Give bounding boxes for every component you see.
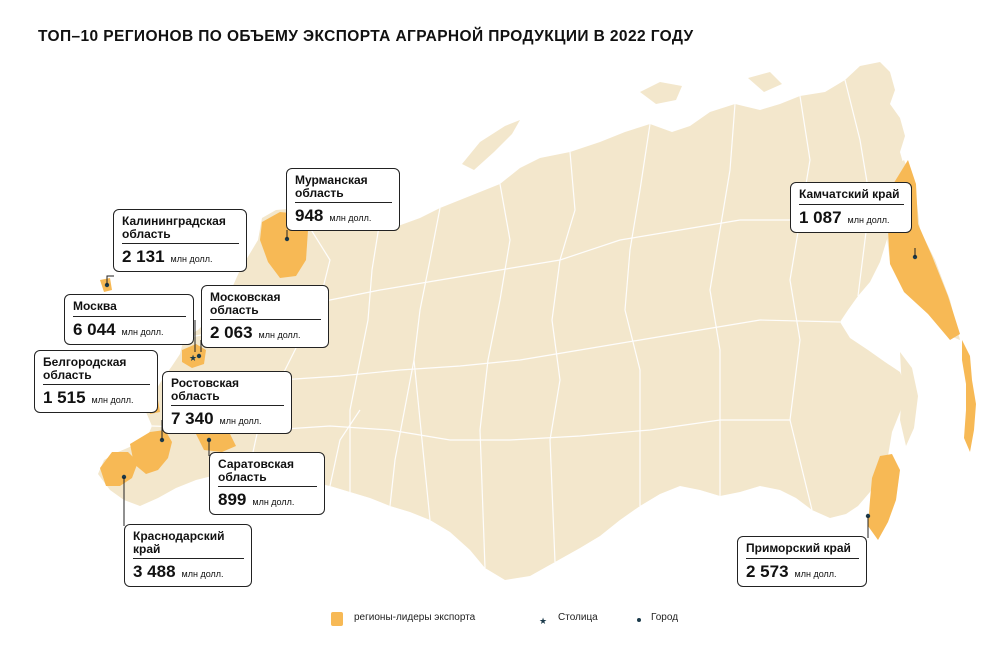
map-markers: ★ [104,236,918,519]
region-name: Московская область [210,291,321,320]
region-name: Калининградская область [122,215,239,244]
region-name: Москва [73,300,186,317]
region-card-moscow-oblast: Московская область 2 063 млн долл. [201,285,329,348]
legend-leaders-swatch [331,612,343,626]
region-unit: млн долл. [329,213,372,223]
region-unit: млн долл. [258,330,301,340]
region-value: 899 [218,490,247,509]
region-name: Мурманская область [295,174,392,203]
region-value: 7 340 [171,409,214,428]
novaya-zemlya [462,120,520,170]
region-unit: млн долл. [181,569,224,579]
region-name: Белгородская область [43,356,150,385]
region-name: Краснодарский край [133,530,244,559]
legend-city-label: Город [651,612,679,623]
region-card-belgorod: Белгородская область 1 515 млн долл. [34,350,158,413]
region-value: 2 573 [746,561,789,581]
region-unit: млн долл. [91,395,134,405]
legend-star-icon: ★ [539,617,547,627]
region-unit: млн долл. [847,214,890,225]
city-marker [196,353,202,359]
region-value: 1 087 [799,207,842,227]
kurils [962,340,976,452]
region-card-primorsky: Приморский край 2 573 млн долл. [737,536,867,587]
region-value: 948 [295,206,324,225]
legend-capital-label: Столица [558,612,598,623]
sakhalin-land [900,352,918,446]
legend-leaders-label: регионы-лидеры экспорта [354,612,476,623]
region-card-murmansk: Мурманская область 948 млн долл. [286,168,400,231]
region-value: 3 488 [133,562,176,581]
legend-city-dot-icon [637,618,641,622]
russia-landmass [98,62,908,580]
capital-star-icon: ★ [189,354,197,364]
region-unit: млн долл. [170,254,213,264]
region-name: Саратовская область [218,458,317,487]
region-saratov [196,430,236,452]
region-card-saratov: Саратовская область 899 млн долл. [209,452,325,515]
region-value: 6 044 [73,319,116,339]
region-card-krasnodar: Краснодарский край 3 488 млн долл. [124,524,252,587]
region-value: 2 131 [122,247,165,266]
region-card-kamchatka: Камчатский край 1 087 млн долл. [790,182,912,233]
region-moscow [182,344,206,368]
region-unit: млн долл. [252,497,295,507]
region-card-moscow-city: Москва 6 044 млн долл. [64,294,194,345]
map-title: ТОП–10 РЕГИОНОВ ПО ОБЪЕМУ ЭКСПОРТА АГРАР… [38,28,694,45]
region-unit: млн долл. [219,416,262,426]
arctic-islands [640,72,782,104]
region-unit: млн долл. [794,568,837,579]
region-krasnodar [100,452,138,486]
region-value: 1 515 [43,388,86,407]
region-name: Камчатский край [799,188,904,205]
region-name: Приморский край [746,542,859,559]
region-value: 2 063 [210,323,253,342]
region-primorsky [868,454,900,540]
region-card-kaliningrad: Калининградская область 2 131 млн долл. [113,209,247,272]
region-card-rostov: Ростовская область 7 340 млн долл. [162,371,292,434]
region-name: Ростовская область [171,377,284,406]
region-unit: млн долл. [121,326,164,337]
